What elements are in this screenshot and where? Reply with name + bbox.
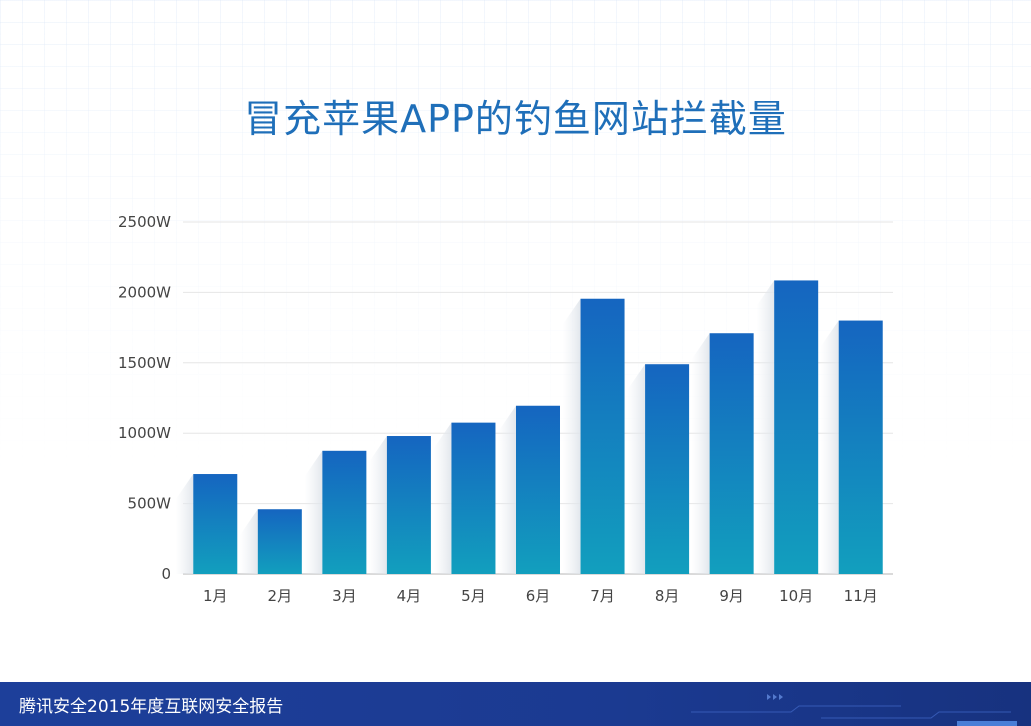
bar-shadow: [433, 422, 452, 574]
x-tick-label: 4月: [397, 587, 422, 605]
x-tick-label: 5月: [461, 587, 486, 605]
bar: [645, 364, 690, 574]
bar: [838, 320, 883, 574]
bar: [451, 422, 496, 574]
bar-shadow: [304, 450, 323, 574]
y-tick-label: 2000W: [118, 283, 171, 301]
x-tick-label: 11月: [844, 587, 878, 605]
bar-shadow: [175, 474, 194, 574]
y-tick-label: 0: [161, 565, 171, 583]
bar: [516, 405, 560, 574]
y-tick-label: 500W: [128, 495, 172, 513]
y-tick-label: 1000W: [118, 424, 171, 442]
bar: [386, 436, 431, 574]
bar: [580, 298, 625, 574]
footer-decoration: [691, 694, 1017, 726]
y-tick-label: 1500W: [118, 354, 171, 372]
bar-shadow: [627, 364, 646, 574]
bar-shadow: [756, 280, 775, 574]
bar: [193, 474, 238, 574]
bar-shadow: [498, 405, 516, 574]
bar: [322, 450, 367, 574]
bar-shadow: [691, 333, 710, 574]
x-tick-label: 10月: [779, 587, 813, 605]
bar: [774, 280, 819, 574]
chart-title: 冒充苹果APP的钓鱼网站拦截量: [244, 97, 787, 141]
x-tick-label: 8月: [655, 587, 680, 605]
x-tick-label: 7月: [590, 587, 615, 605]
bar-chart: 0 500W 1000W 1500W 2000W 2500W 1月 2月 3月 4月 5月 6月 7月 8…: [118, 213, 893, 605]
bar: [709, 333, 754, 574]
x-tick-label: 3月: [332, 587, 357, 605]
bar-shadow: [239, 509, 258, 574]
bar-shadow: [820, 320, 839, 574]
bar-shadow: [368, 436, 387, 574]
bar-shadow: [562, 298, 581, 574]
footer-bar: 腾讯安全2015年度互联网安全报告: [0, 682, 1031, 726]
x-tick-label: 9月: [719, 587, 744, 605]
footer-text: 腾讯安全2015年度互联网安全报告: [19, 697, 284, 717]
y-tick-label: 2500W: [118, 213, 171, 231]
x-tick-label: 2月: [268, 587, 293, 605]
x-tick-label: 6月: [526, 587, 551, 605]
bar: [257, 509, 302, 574]
x-tick-label: 1月: [203, 587, 228, 605]
